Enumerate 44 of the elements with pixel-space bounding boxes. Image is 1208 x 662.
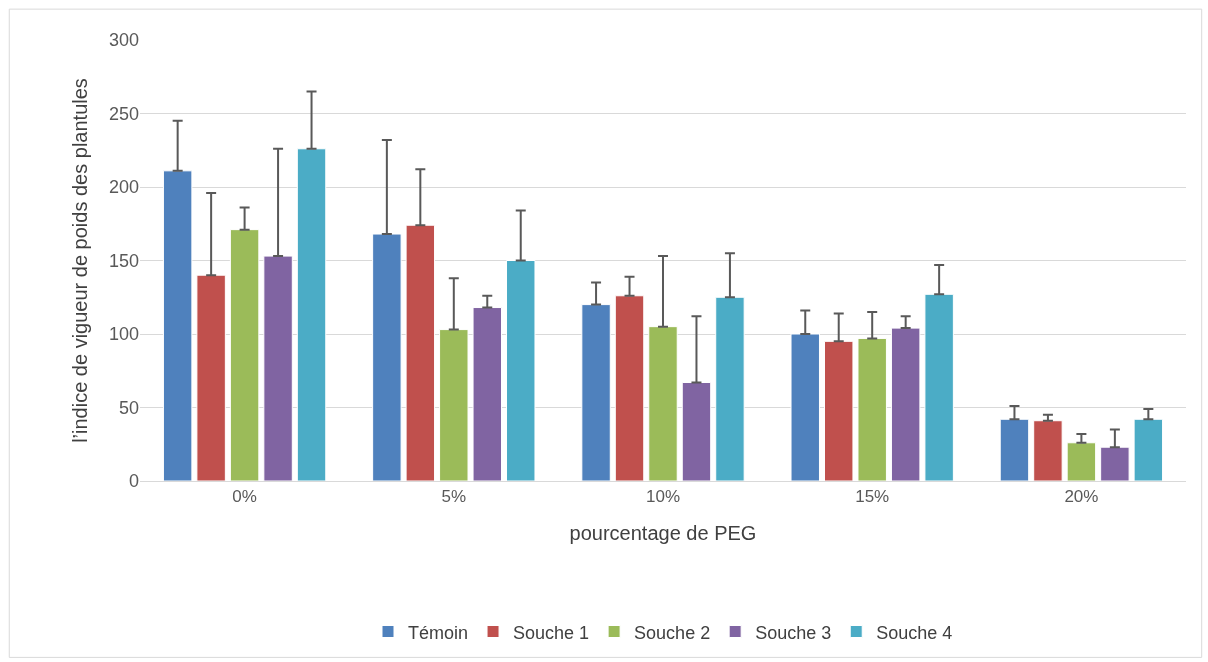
bar — [263, 255, 293, 481]
legend-label: Souche 2 — [634, 622, 711, 643]
bar — [405, 224, 436, 481]
bar — [648, 326, 678, 481]
bar — [506, 260, 536, 481]
bar — [1100, 446, 1130, 481]
bar — [296, 148, 327, 481]
bar — [472, 307, 502, 481]
bar — [1133, 418, 1164, 481]
x-tick-label: 10% — [645, 487, 681, 507]
bar — [439, 329, 469, 481]
bar — [229, 229, 260, 481]
bar — [790, 333, 820, 481]
bar — [857, 337, 887, 481]
y-tick-label: 0 — [128, 471, 139, 492]
y-tick-label: 50 — [118, 397, 139, 418]
bar — [824, 340, 854, 481]
legend-label: Souche 1 — [513, 622, 590, 643]
bar — [999, 418, 1030, 481]
bar — [715, 296, 745, 481]
y-tick-label: 200 — [108, 177, 139, 198]
bar — [196, 274, 226, 481]
y-tick-label: 100 — [108, 324, 139, 345]
bar — [890, 327, 921, 481]
bar — [162, 170, 193, 481]
bar — [614, 295, 645, 481]
x-tick-label: 5% — [441, 487, 467, 507]
x-tick-label: 20% — [1064, 487, 1099, 507]
legend-label: Souche 3 — [755, 622, 832, 643]
bar — [372, 233, 402, 481]
x-axis-title: pourcentage de PEG — [569, 521, 757, 544]
legend-label: Témoin — [408, 622, 469, 643]
y-axis-title: l’indice de vigueur de poids des plantules — [69, 78, 92, 443]
y-tick-label: 300 — [108, 30, 139, 51]
bar — [1033, 420, 1063, 481]
legend-label: Souche 4 — [876, 622, 953, 643]
y-tick-label: 150 — [108, 250, 139, 271]
bar — [681, 382, 712, 481]
bar — [1066, 442, 1097, 481]
x-tick-label: 0% — [232, 487, 257, 507]
y-tick-label: 250 — [108, 103, 139, 124]
x-tick-label: 15% — [855, 487, 890, 507]
bar — [581, 304, 611, 481]
bar — [924, 293, 954, 481]
